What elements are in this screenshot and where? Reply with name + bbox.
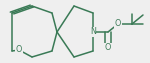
Text: N: N (90, 28, 96, 36)
Text: O: O (16, 45, 22, 54)
Text: O: O (105, 43, 111, 52)
Text: O: O (115, 20, 121, 28)
